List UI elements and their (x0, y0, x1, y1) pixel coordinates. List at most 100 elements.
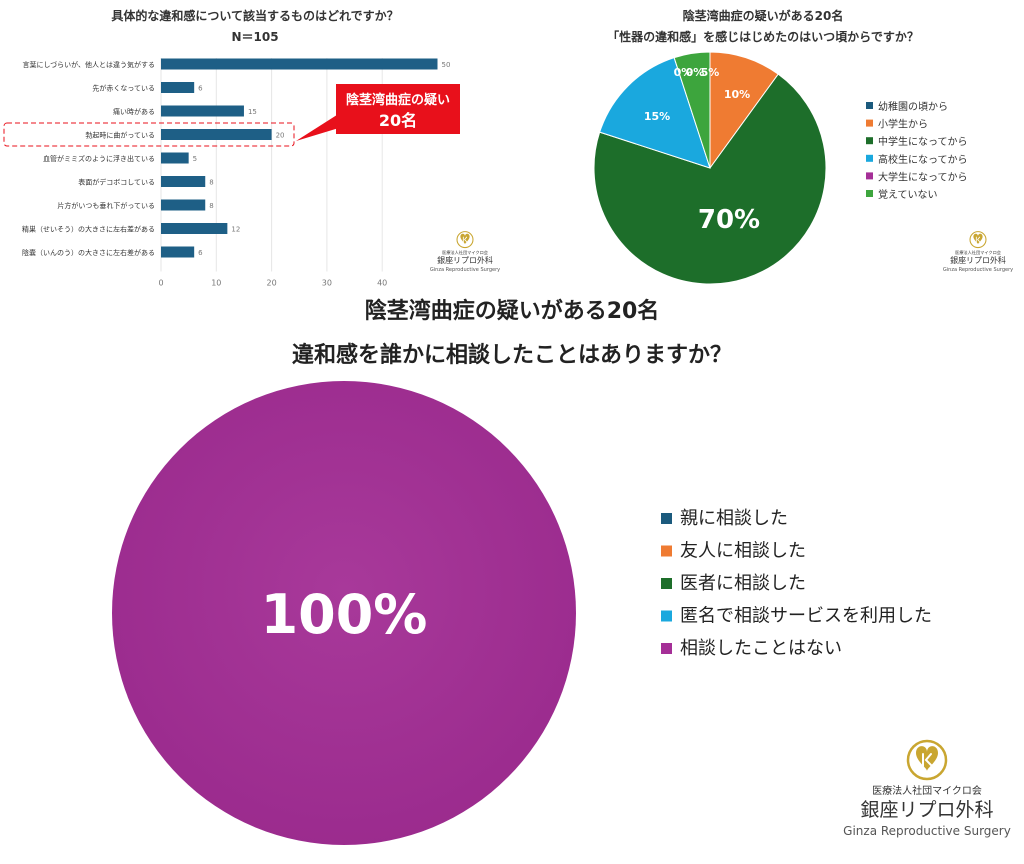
pie1-legend-swatch (866, 137, 873, 145)
x-tick-label: 0 (158, 279, 163, 288)
pie1-legend-swatch (866, 154, 873, 162)
x-tick-label: 10 (211, 279, 221, 288)
logo-mark-icon (462, 236, 468, 243)
logo-ring (969, 231, 987, 249)
pie1-value-label: 10% (724, 88, 750, 101)
bar-chart-title: 具体的な違和感について該当するものはどれですか？ (111, 8, 398, 23)
logo-org: 医療法人社団マイクロ会 (872, 784, 982, 797)
x-tick-label: 40 (377, 279, 387, 288)
pie2-slices (112, 381, 576, 845)
pie1-value-label: 70% (698, 205, 760, 235)
bar-chart-x-ticks: 0 10 20 30 40 (158, 279, 387, 288)
bar-chart-bars (161, 58, 438, 258)
pie1-subtitle: 「性器の違和感」を感じはじめたのはいつ頃からですか？ (607, 29, 919, 44)
pie1-slice (599, 57, 711, 169)
pie1-value-label: 5% (701, 66, 720, 79)
pie2-legend-swatch (661, 643, 672, 654)
pie1-legend-swatch (866, 172, 873, 180)
pie-chart-1: 陰茎湾曲症の疑いがある20名 「性器の違和感」を感じはじめたのはいつ頃からですか… (593, 8, 968, 285)
pie2-legend-swatch (661, 545, 672, 557)
pie1-legend-label: 高校生になってから (878, 153, 968, 166)
logo-org: 医療法人社団マイクロ会 (442, 249, 489, 256)
pie2-legend-label: 医者に相談した (680, 573, 806, 594)
logo-name-en: Ginza Reproductive Surgery (843, 824, 1011, 838)
pie1-slice (593, 73, 827, 285)
logo-ring (456, 231, 474, 249)
bar (161, 152, 189, 164)
callout: 陰茎湾曲症の疑い 20名 (296, 84, 460, 141)
pie-chart-2: 100% 親に相談した友人に相談した医者に相談した匿名で相談サービスを利用した相… (112, 381, 932, 845)
highlight-row-frame (3, 122, 295, 147)
pie2-legend-swatch (661, 578, 672, 589)
callout-line2: 20名 (379, 111, 417, 130)
pie1-legend-label: 幼稚園の頃から (878, 100, 948, 113)
pie1-value-label: 15% (644, 110, 670, 123)
pie1-legend: 幼稚園の頃から小学生から中学生になってから高校生になってから大学生になってから覚… (866, 100, 968, 201)
main-title: 陰茎湾曲症の疑いがある20名 (365, 298, 660, 324)
pie1-legend-label: 覚えていない (878, 188, 938, 201)
x-tick-label: 20 (267, 279, 277, 288)
bar-value-label: 6 (198, 85, 203, 93)
bar-value-label: 8 (209, 179, 213, 187)
bar-value-label: 6 (198, 249, 203, 257)
pie2-legend-label: 親に相談した (680, 508, 788, 529)
pie2-slice (112, 381, 576, 845)
pie2-legend: 親に相談した友人に相談した医者に相談した匿名で相談サービスを利用した相談したこと… (661, 508, 932, 659)
logo-mark-icon (922, 753, 933, 767)
bar (161, 105, 244, 117)
logo-ring (906, 739, 948, 781)
bar (161, 176, 206, 187)
bar (161, 199, 206, 211)
bar (161, 223, 228, 234)
pie2-legend-swatch (661, 610, 672, 622)
pie2-value-labels: 100% (261, 583, 428, 646)
pie1-legend-label: 大学生になってから (878, 170, 968, 183)
bar-value-label: 8 (209, 202, 213, 210)
bar-chart-category-labels: 言葉にしづらいが、他人とは違う気がする先が赤くなっている痛い時がある勃起時に曲が… (22, 60, 155, 257)
bar-category-label: 痛い時がある (113, 107, 155, 116)
logo-name: 銀座リプロ外科 (437, 255, 493, 265)
pie2-value-label: 100% (261, 583, 428, 646)
main-subtitle: 違和感を誰かに相談したことはありますか？ (292, 342, 732, 368)
bar-category-label: 片方がいつも垂れ下がっている (57, 201, 155, 210)
bar (161, 82, 195, 93)
bar (161, 246, 195, 258)
pie1-legend-label: 中学生になってから (878, 135, 968, 148)
logo-mark-icon (975, 236, 981, 243)
bar-category-label: 血管がミミズのように浮き出ている (43, 154, 155, 163)
pie2-legend-swatch (661, 513, 672, 524)
x-tick-label: 30 (322, 279, 332, 288)
bar (161, 58, 438, 70)
bar-value-label: 20 (276, 132, 285, 140)
callout-box (336, 84, 460, 134)
pie1-value-label: 0% (674, 66, 693, 79)
bar-category-label: 陰嚢（いんのう）の大きさに左右差がある (22, 248, 155, 257)
pie2-legend-label: 友人に相談した (680, 541, 806, 562)
pie2-legend-label: 匿名で相談サービスを利用した (680, 606, 932, 627)
bar-category-label: 勃起時に曲がっている (85, 131, 155, 140)
pie2-legend-label: 相談したことはない (680, 638, 842, 659)
pie1-slices (593, 51, 827, 285)
bar-category-label: 表面がデコボコしている (78, 178, 155, 187)
pie1-slice (673, 51, 711, 169)
pie1-legend-swatch (866, 119, 873, 127)
bar-chart-value-labels: 50 6 15 20 5 8 8 12 6 (193, 61, 451, 257)
bar-value-label: 5 (193, 155, 197, 163)
bar-value-label: 15 (248, 108, 257, 116)
logo-name-en: Ginza Reproductive Surgery (430, 267, 500, 273)
pie1-title: 陰茎湾曲症の疑いがある20名 (683, 8, 844, 23)
pie1-value-label: 0% (686, 66, 705, 79)
bar-chart-subtitle: N＝105 (231, 30, 278, 44)
logo-name: 銀座リプロ外科 (860, 799, 993, 821)
bar (161, 129, 272, 140)
bar-value-label: 12 (231, 226, 240, 234)
pie1-legend-swatch (866, 190, 873, 197)
callout-line1: 陰茎湾曲症の疑い (346, 92, 450, 108)
pie1-legend-label: 小学生から (878, 118, 928, 131)
pie1-legend-swatch (866, 102, 873, 109)
bar-category-label: 言葉にしづらいが、他人とは違う気がする (23, 60, 155, 69)
logo-org: 医療法人社団マイクロ会 (955, 249, 1002, 256)
